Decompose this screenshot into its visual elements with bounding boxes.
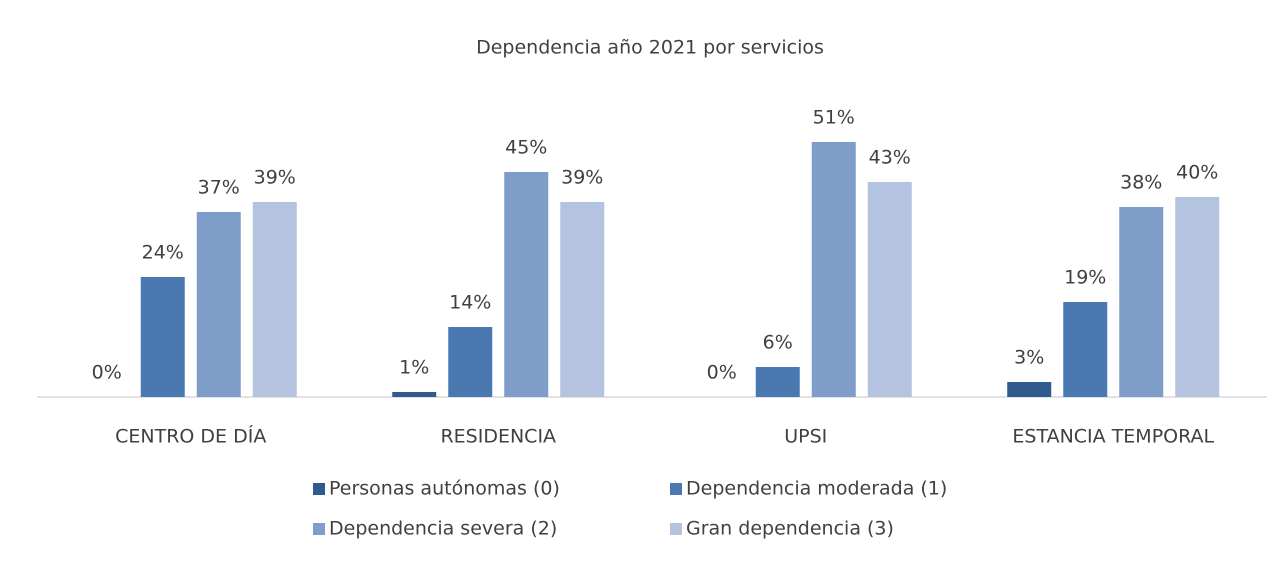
bar [1119, 207, 1164, 397]
x-tick-label: ESTANCIA TEMPORAL [1012, 426, 1214, 448]
data-label: 51% [813, 107, 855, 129]
data-label: 37% [198, 177, 240, 199]
data-label: 40% [1176, 162, 1218, 184]
legend-label: Gran dependencia (3) [686, 518, 894, 540]
data-label: 24% [142, 242, 184, 264]
data-label: 0% [707, 362, 737, 384]
bar [560, 202, 605, 397]
legend-swatch [670, 523, 682, 535]
chart-title: Dependencia año 2021 por servicios [476, 37, 824, 59]
bar [140, 277, 185, 397]
data-label: 6% [763, 332, 793, 354]
legend-label: Dependencia moderada (1) [686, 478, 947, 500]
bar [196, 212, 241, 397]
x-tick-label: RESIDENCIA [440, 426, 556, 448]
bar [811, 142, 856, 397]
bar [755, 367, 800, 397]
legend-swatch [313, 523, 325, 535]
legend-label: Personas autónomas (0) [329, 478, 560, 500]
bar [867, 182, 912, 397]
data-label: 19% [1064, 267, 1106, 289]
data-label: 14% [449, 292, 491, 314]
bar [1007, 382, 1052, 397]
bar [448, 327, 493, 397]
data-label: 3% [1014, 347, 1044, 369]
x-tick-label: UPSI [784, 426, 827, 448]
data-label: 45% [505, 137, 547, 159]
x-tick-label: CENTRO DE DÍA [115, 425, 266, 448]
legend-label: Dependencia severa (2) [329, 518, 557, 540]
bar [392, 392, 437, 397]
bar [252, 202, 297, 397]
bar [504, 172, 549, 397]
data-label: 1% [399, 357, 429, 379]
bar [1063, 302, 1108, 397]
data-label: 0% [92, 362, 122, 384]
data-label: 43% [869, 147, 911, 169]
data-label: 39% [254, 167, 296, 189]
bar [1175, 197, 1220, 397]
legend-swatch [670, 483, 682, 495]
data-label: 38% [1120, 172, 1162, 194]
data-label: 39% [561, 167, 603, 189]
legend-swatch [313, 483, 325, 495]
